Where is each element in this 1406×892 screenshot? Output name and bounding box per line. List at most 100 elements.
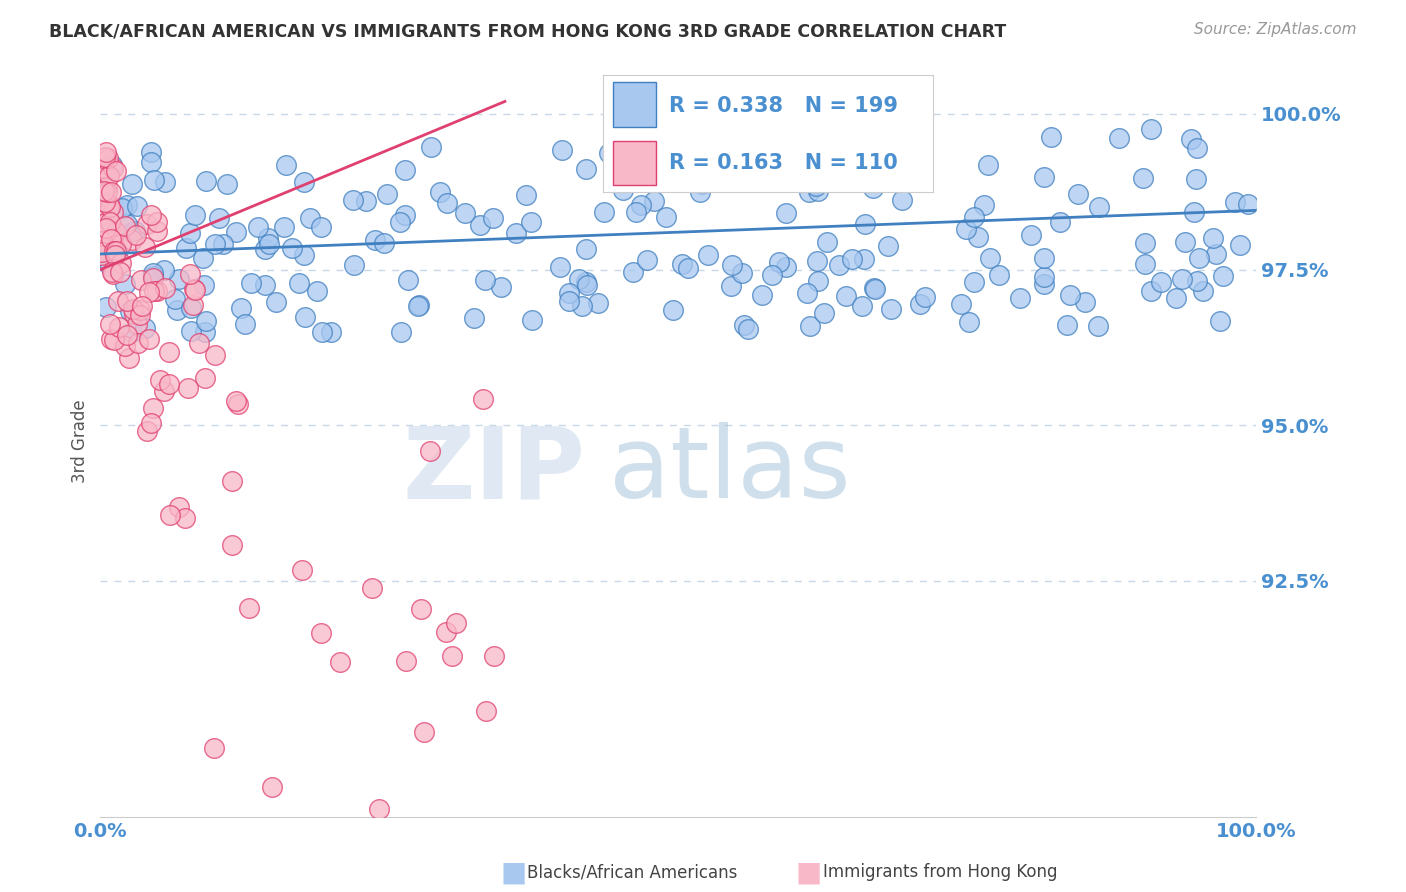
Text: ZIP: ZIP: [404, 423, 586, 519]
Point: [93, 161, 115, 175]
Point: [208, 211, 231, 225]
Point: [841, 252, 863, 266]
Point: [1205, 247, 1227, 261]
Point: [104, 248, 127, 262]
Point: [204, 237, 226, 252]
Point: [153, 263, 176, 277]
Point: [908, 296, 931, 310]
Point: [122, 307, 145, 321]
Point: [1040, 129, 1063, 144]
Point: [101, 265, 124, 279]
Point: [1223, 195, 1246, 210]
Point: [94, 150, 117, 164]
Point: [869, 171, 891, 186]
Point: [179, 267, 201, 281]
Point: [548, 260, 571, 274]
Point: [796, 285, 818, 300]
Point: [775, 260, 797, 274]
Point: [865, 282, 887, 296]
Point: [1066, 187, 1088, 202]
Point: [195, 174, 218, 188]
Point: [1073, 294, 1095, 309]
Point: [515, 188, 537, 202]
Point: [131, 273, 153, 287]
Point: [356, 194, 378, 208]
Point: [592, 205, 614, 219]
Point: [107, 294, 129, 309]
Point: [1185, 274, 1208, 288]
Point: [851, 299, 873, 313]
Point: [697, 248, 720, 262]
Point: [194, 314, 217, 328]
Point: [1174, 235, 1197, 250]
Point: [828, 258, 851, 272]
Point: [1185, 141, 1208, 155]
Point: [217, 177, 239, 191]
Point: [520, 215, 543, 229]
Point: [575, 243, 598, 257]
Point: [117, 351, 139, 365]
Point: [96, 179, 118, 194]
Point: [93, 185, 115, 199]
Point: [1008, 291, 1031, 305]
Point: [630, 198, 652, 212]
Point: [121, 233, 143, 247]
Point: [768, 254, 790, 268]
Point: [212, 237, 235, 252]
Point: [643, 194, 665, 209]
Point: [143, 285, 166, 299]
Point: [141, 209, 163, 223]
Point: [1033, 170, 1056, 185]
Point: [221, 538, 243, 552]
Point: [413, 725, 436, 739]
Point: [94, 220, 117, 235]
Point: [292, 248, 315, 262]
Point: [159, 508, 181, 522]
Point: [733, 318, 755, 332]
Point: [799, 185, 821, 199]
Point: [1237, 196, 1260, 211]
Point: [655, 211, 678, 225]
Point: [394, 208, 416, 222]
Point: [731, 267, 754, 281]
Point: [103, 161, 125, 175]
Point: [505, 227, 527, 241]
Point: [157, 344, 180, 359]
Point: [121, 325, 143, 339]
Point: [110, 237, 132, 252]
Point: [636, 252, 658, 267]
Point: [122, 302, 145, 317]
Point: [343, 258, 366, 272]
Point: [125, 228, 148, 243]
Y-axis label: 3rd Grade: 3rd Grade: [72, 399, 89, 483]
Point: [988, 268, 1011, 282]
Point: [184, 284, 207, 298]
Point: [1059, 288, 1081, 302]
Point: [761, 268, 783, 282]
Point: [1180, 132, 1202, 146]
Point: [853, 217, 876, 231]
Point: [98, 215, 121, 229]
Point: [91, 234, 114, 248]
Point: [179, 226, 201, 240]
Point: [575, 275, 598, 289]
Point: [489, 279, 512, 293]
Point: [1139, 284, 1161, 298]
Point: [1108, 130, 1130, 145]
Point: [807, 184, 830, 198]
Point: [835, 289, 858, 303]
Point: [396, 273, 419, 287]
Point: [103, 237, 125, 252]
Point: [311, 325, 333, 339]
Point: [276, 158, 298, 172]
Point: [1188, 251, 1211, 265]
Point: [97, 151, 120, 165]
Point: [977, 158, 1000, 172]
Point: [94, 163, 117, 178]
Point: [104, 244, 127, 258]
Point: [229, 301, 252, 316]
Point: [420, 139, 443, 153]
Point: [169, 272, 191, 286]
Point: [115, 293, 138, 308]
Point: [471, 392, 494, 406]
